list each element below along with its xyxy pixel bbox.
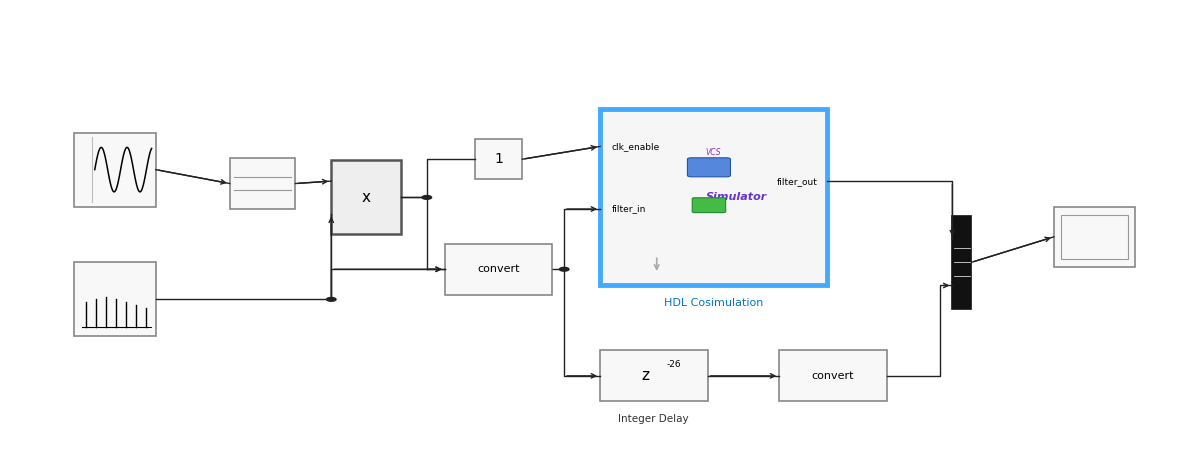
Text: filter_in: filter_in [612, 204, 647, 213]
FancyBboxPatch shape [445, 244, 552, 295]
Text: HDL Cosimulation: HDL Cosimulation [664, 298, 763, 308]
Text: Integer Delay: Integer Delay [618, 414, 689, 424]
FancyBboxPatch shape [1054, 207, 1135, 267]
FancyBboxPatch shape [74, 133, 156, 207]
Text: convert: convert [478, 264, 520, 274]
Text: 1: 1 [494, 152, 503, 166]
FancyBboxPatch shape [953, 216, 972, 309]
FancyBboxPatch shape [229, 158, 295, 209]
Text: clk_enable: clk_enable [612, 142, 660, 151]
Text: VCS: VCS [706, 148, 721, 157]
FancyBboxPatch shape [600, 109, 827, 286]
FancyBboxPatch shape [688, 158, 731, 177]
Text: z: z [641, 368, 649, 383]
Circle shape [422, 196, 432, 199]
Circle shape [326, 297, 336, 301]
FancyBboxPatch shape [692, 198, 726, 212]
Text: filter_out: filter_out [776, 177, 817, 186]
Text: Simulator: Simulator [706, 192, 767, 203]
FancyBboxPatch shape [331, 160, 401, 234]
Text: x: x [361, 190, 371, 205]
Text: convert: convert [811, 371, 854, 381]
Circle shape [559, 267, 569, 271]
Text: -26: -26 [667, 360, 682, 369]
FancyBboxPatch shape [1061, 215, 1128, 258]
FancyBboxPatch shape [474, 139, 522, 179]
FancyBboxPatch shape [779, 350, 887, 401]
FancyBboxPatch shape [74, 262, 156, 336]
FancyBboxPatch shape [600, 350, 708, 401]
